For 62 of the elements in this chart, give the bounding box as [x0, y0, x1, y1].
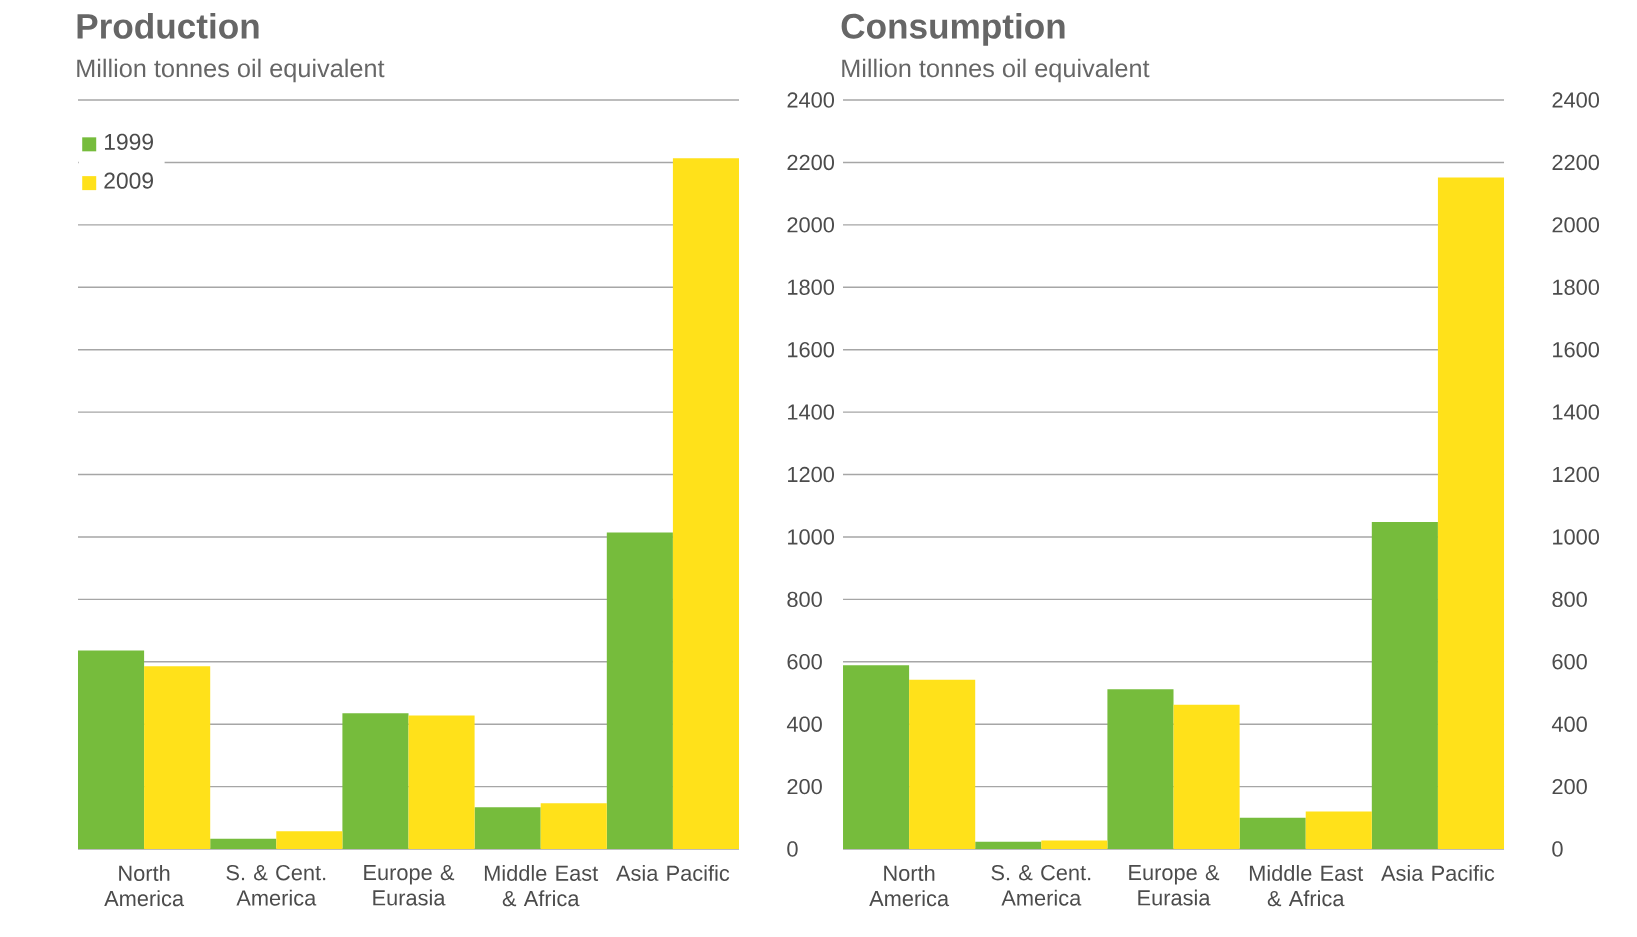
y-tick-label: 200 [787, 778, 822, 795]
y-tick-label: 2400 [787, 92, 835, 108]
y-tick-label: 1600 [788, 341, 835, 358]
bar [1305, 811, 1372, 850]
x-tick-label: Europe & Eurasia [1129, 864, 1220, 906]
bar [408, 715, 475, 850]
y-tick-label: 600 [787, 654, 822, 670]
y-tick-label: 400 [1551, 716, 1587, 732]
x-tick-label: North America [104, 864, 185, 907]
bar [672, 158, 739, 850]
legend-label: 1999 [105, 133, 153, 150]
bar [210, 838, 277, 850]
x-tick-label: S. & Cent. America [226, 864, 326, 906]
x-tick-label: Middle East & Africa [1249, 864, 1364, 907]
x-tick-label: Middle East & Africa [484, 864, 599, 907]
chart-subtitle: Million tonnes oil equivalent [842, 58, 1150, 83]
bar [342, 713, 409, 850]
x-tick-label: S. & Cent. America [991, 864, 1091, 906]
y-tick-label: 800 [1552, 591, 1587, 608]
x-tick-label: Europe & Eurasia [364, 864, 455, 906]
y-tick-label: 1800 [788, 279, 835, 295]
y-tick-label: 0 [1552, 841, 1563, 857]
bar [1239, 817, 1306, 850]
chart-subtitle: Million tonnes oil equivalent [77, 58, 385, 83]
x-tick-label: North America [869, 864, 950, 907]
bar [1371, 521, 1438, 850]
y-tick-label: 1800 [1553, 279, 1600, 295]
bar [78, 650, 145, 850]
bar [606, 532, 673, 850]
y-tick-label: 2200 [1552, 154, 1600, 171]
y-tick-label: 1400 [1553, 404, 1600, 420]
y-tick-label: 800 [787, 591, 822, 608]
y-tick-label: 1200 [788, 466, 835, 483]
chart-title: Production [77, 12, 259, 39]
y-tick-label: 1000 [1553, 529, 1600, 545]
y-tick-label: 1000 [788, 529, 835, 545]
legend-label: 2009 [104, 172, 153, 189]
y-tick-label: 400 [786, 716, 822, 732]
bar [843, 665, 910, 850]
y-tick-label: 1200 [1553, 466, 1600, 483]
bar [540, 803, 607, 850]
bar [1437, 177, 1505, 850]
y-tick-label: 2000 [1552, 217, 1600, 233]
y-tick-label: 2200 [787, 154, 835, 171]
bar [276, 831, 343, 850]
bar [1173, 704, 1240, 850]
chart-title: Consumption [841, 12, 1065, 46]
bar [144, 666, 211, 850]
y-tick-label: 2400 [1552, 92, 1600, 108]
bar [1107, 689, 1174, 850]
bar [1041, 840, 1108, 850]
y-tick-label: 1400 [788, 404, 835, 420]
y-tick-label: 0 [787, 841, 798, 857]
y-tick-label: 1600 [1553, 341, 1600, 358]
y-tick-label: 2000 [787, 217, 835, 233]
bar [909, 679, 976, 850]
x-tick-label: Asia Pacific [1381, 864, 1495, 881]
bar [474, 807, 541, 850]
x-tick-label: Asia Pacific [616, 864, 730, 881]
y-tick-label: 200 [1552, 778, 1587, 795]
y-tick-label: 600 [1552, 654, 1587, 670]
bar [975, 841, 1042, 850]
